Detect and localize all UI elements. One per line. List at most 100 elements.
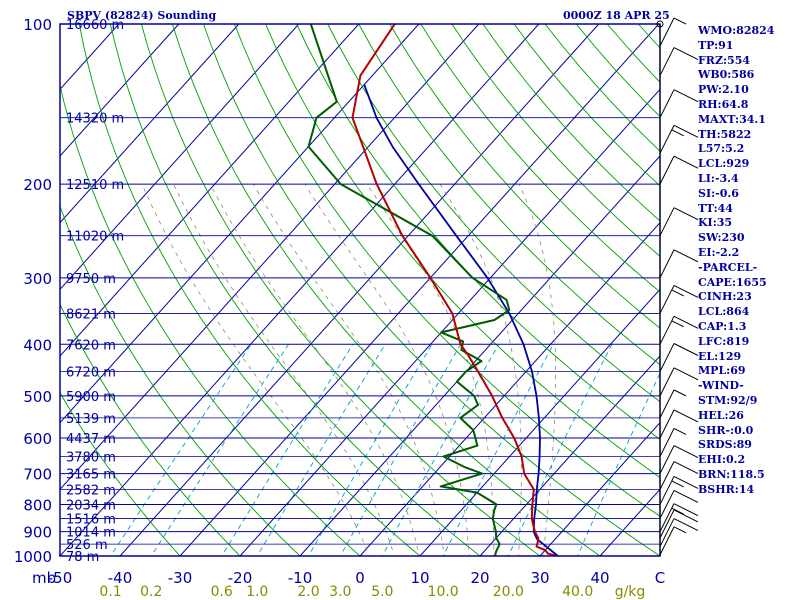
wind-calm-marker [656,20,664,28]
height-label: 6720 m [66,366,116,381]
height-label: 2582 m [66,484,116,499]
height-label: 9750 m [66,272,116,287]
moist-adiabat-line [141,183,370,556]
temperature-tick-label: 40 [590,569,609,587]
temperature-tick-label: -10 [288,569,313,587]
wind-barb-feather [673,207,699,221]
pressure-tick-label: 400 [23,336,52,354]
sounding-index-item: LCL:929 [698,157,750,171]
pressure-tick-label: 800 [23,496,52,514]
dry-adiabat-line [60,303,241,556]
dry-adiabat-line [60,83,361,556]
pressure-tick-label: 700 [23,466,52,484]
isotherm-line [239,88,660,556]
height-label: 3780 m [66,450,116,465]
parcel-trace [363,84,559,556]
height-label: 14320 m [66,112,124,127]
mixing-ratio-label: 0.2 [140,584,162,600]
sounding-index-item: RH:64.8 [698,97,749,111]
isotherm-line [479,355,660,556]
wind-barb [659,89,675,118]
wind-barb-half-feather [673,389,687,397]
mixing-ratio-line [442,344,554,556]
wind-barb-half-feather [671,320,684,328]
height-label: 1516 m [66,512,116,527]
sounding-index-item: TH:5822 [698,127,752,141]
wind-barb-feather [673,47,699,61]
mixing-ratio-line [256,344,386,556]
wind-barb [659,207,675,236]
wind-barb [659,509,675,539]
mixing-ratio-label: 3.0 [329,584,351,600]
height-label: 5139 m [66,412,116,427]
height-label: 3165 m [66,468,116,483]
dry-adiabat-line [296,24,660,440]
mixing-ratio-label: 40.0 [562,584,593,600]
height-label: 78 m [66,550,99,565]
isotherm-line [60,24,480,491]
wind-barb-feather [673,518,699,532]
sounding-index-item: CAPE:1655 [698,275,767,289]
mixing-ratio-line [577,372,660,556]
sounding-index-item: WMO:82824 [698,24,775,37]
wind-barb [659,155,675,185]
temperature-unit-label: C [655,569,665,587]
height-label: 4437 m [66,432,116,447]
isotherm-line [60,24,360,357]
sounding-index-item: MAXT:34.1 [698,112,766,126]
mixing-ratio-line [109,344,252,556]
sounding-index-item: EHI:0.2 [698,453,746,467]
sounding-index-item: EI:-2.2 [698,245,740,259]
wind-barb-feather [673,445,699,459]
mixing-ratio-unit-label: g/kg [615,584,646,600]
temperature-tick-label: 20 [470,569,489,587]
wind-barb [659,503,675,532]
wind-barb-feather [673,503,699,517]
dry-adiabat-line [389,24,660,329]
wind-barb-feather [673,284,699,298]
pressure-tick-label: 500 [23,388,52,406]
sounding-indices-list: WMO:82824 TP:91 FRZ:554 WB0:586 PW:2.10 RH:64… [698,24,774,498]
wind-barb [659,518,675,547]
wind-barb [659,445,675,474]
wind-barb [659,526,675,556]
wind-barb-half-feather [671,507,684,515]
height-label: 5900 m [66,390,116,405]
sounding-index-item: EL:129 [698,349,742,363]
pressure-tick-label: 900 [23,524,52,542]
wind-barb-half-feather [671,289,684,297]
temperature-tick-label: -40 [108,569,133,587]
sounding-index-item: MPL:69 [698,364,746,378]
wind-barb-feather [673,249,699,263]
sounding-index-item: STM:92/9 [698,393,758,407]
wind-barb-feather [673,509,699,523]
mixing-ratio-line [221,344,354,556]
sounding-index-item: SI:-0.6 [698,186,739,200]
pressure-tick-label: 100 [23,16,52,34]
dry-adiabat-line [420,24,660,293]
dry-adiabat-line [794,24,800,567]
sounding-index-item: TP:91 [698,38,734,52]
height-label: 2034 m [66,498,116,513]
isotherm-line [60,24,240,224]
wind-barb-feather [673,315,699,329]
isotherm-line [60,24,420,424]
sounding-index-item: -PARCEL- [698,260,758,274]
temperature-tick-label: -20 [228,569,253,587]
wind-barb-half-feather [671,480,684,488]
sounding-index-item: LCL:864 [698,305,750,319]
wind-barb [659,343,675,372]
wind-barb-half-feather [673,526,687,534]
moist-adiabat-line [173,183,395,556]
pressure-tick-label: 600 [23,430,52,448]
mixing-ratio-label: 5.0 [371,584,393,600]
mixing-ratio-line [339,344,462,556]
isotherm-line [539,421,660,556]
mixing-ratio-line [507,344,613,556]
dry-adiabat-line [78,24,421,556]
temperature-tick-label: 10 [410,569,429,587]
mixing-ratio-label: 0.1 [99,584,121,600]
mixing-ratio-line [307,344,433,556]
sounding-index-item: TT:44 [698,201,733,215]
